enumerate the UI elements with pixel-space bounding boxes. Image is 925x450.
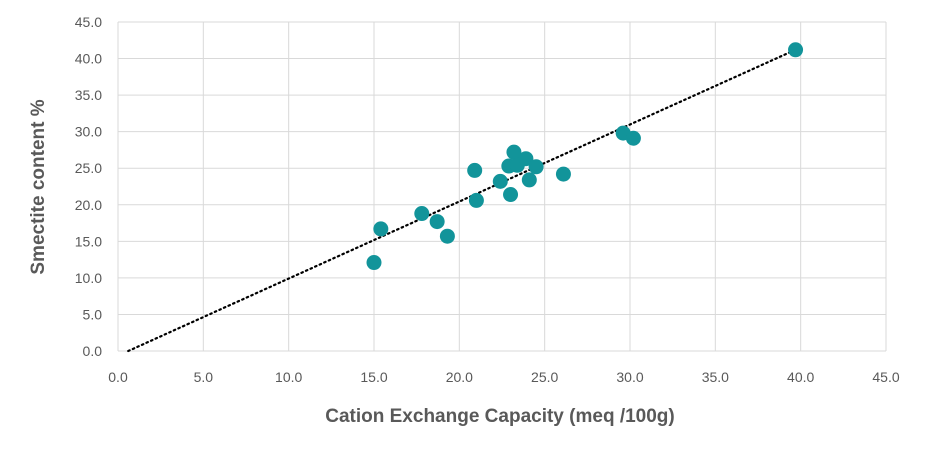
data-point bbox=[528, 159, 544, 175]
x-tick-label: 5.0 bbox=[194, 369, 214, 385]
data-point bbox=[506, 144, 522, 160]
x-tick-label: 15.0 bbox=[360, 369, 387, 385]
trendline bbox=[127, 49, 795, 353]
x-tick-label: 45.0 bbox=[872, 369, 899, 385]
y-tick-label: 40.0 bbox=[75, 51, 102, 67]
x-tick-label: 10.0 bbox=[275, 369, 302, 385]
y-tick-label: 0.0 bbox=[83, 343, 103, 359]
y-tick-label: 35.0 bbox=[75, 87, 102, 103]
x-tick-label: 40.0 bbox=[787, 369, 814, 385]
x-tick-label: 35.0 bbox=[702, 369, 729, 385]
data-point bbox=[555, 166, 571, 182]
y-tick-label: 5.0 bbox=[83, 306, 103, 322]
data-point bbox=[788, 42, 804, 58]
data-point bbox=[429, 214, 445, 230]
y-tick-label: 10.0 bbox=[75, 270, 102, 286]
x-tick-label: 30.0 bbox=[616, 369, 643, 385]
data-point bbox=[467, 162, 483, 178]
y-tick-labels: 0.0 5.0 10.0 15.0 20.0 25.0 30.0 35.0 40.0 45.0 bbox=[75, 14, 102, 359]
data-point bbox=[366, 255, 382, 271]
x-tick-label: 20.0 bbox=[446, 369, 473, 385]
y-tick-label: 15.0 bbox=[75, 233, 102, 249]
data-point bbox=[414, 206, 430, 222]
data-point bbox=[625, 130, 641, 146]
data-points bbox=[366, 42, 804, 271]
data-point bbox=[503, 187, 519, 203]
y-tick-label: 25.0 bbox=[75, 160, 102, 176]
x-tick-label: 0.0 bbox=[108, 369, 128, 385]
x-axis-title: Cation Exchange Capacity (meq /100g) bbox=[325, 406, 675, 427]
data-point bbox=[518, 151, 534, 167]
data-point bbox=[521, 172, 537, 188]
y-tick-label: 45.0 bbox=[75, 14, 102, 30]
gridlines bbox=[117, 21, 887, 352]
y-tick-label: 30.0 bbox=[75, 124, 102, 140]
x-tick-labels: 0.0 5.0 10.0 15.0 20.0 25.0 30.0 35.0 40.0 45.0 bbox=[108, 369, 900, 385]
data-point bbox=[373, 221, 389, 237]
y-tick-label: 20.0 bbox=[75, 197, 102, 213]
data-point bbox=[468, 192, 484, 208]
data-point bbox=[492, 173, 508, 189]
x-tick-label: 25.0 bbox=[531, 369, 558, 385]
data-point bbox=[439, 228, 455, 244]
y-axis-title: Smectite content % bbox=[28, 99, 49, 274]
